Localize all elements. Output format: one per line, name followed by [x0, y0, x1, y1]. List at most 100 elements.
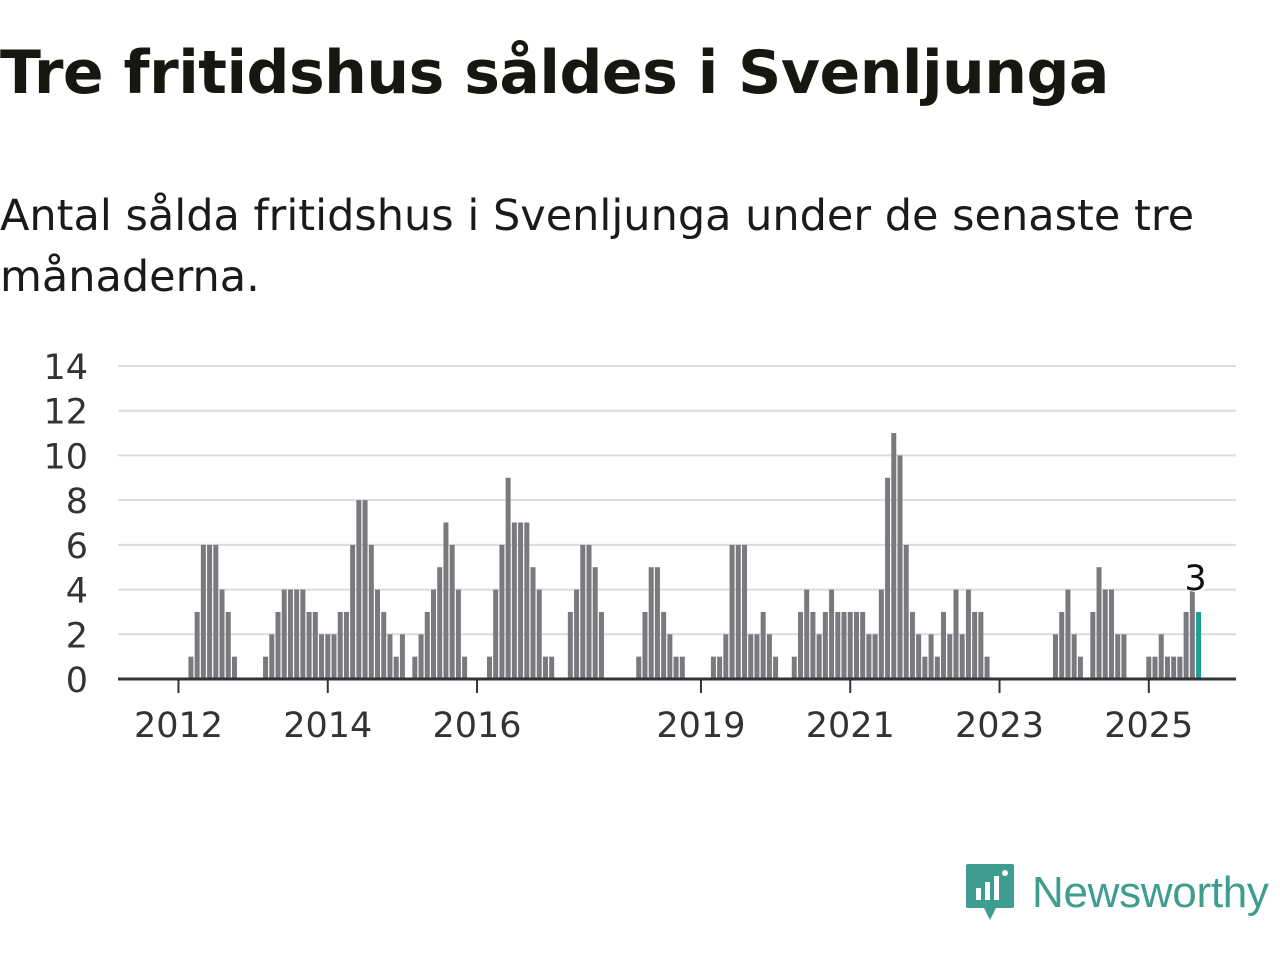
chart-title: Tre fritidshus såldes i Svenljunga: [0, 38, 1109, 108]
bar: [661, 611, 667, 679]
bar: [972, 611, 978, 679]
bar: [343, 611, 349, 679]
bar: [518, 522, 524, 679]
bar: [766, 634, 772, 679]
bar: [443, 522, 449, 679]
y-tick-label: 4: [66, 572, 88, 612]
bar: [586, 544, 592, 679]
x-axis-ticks: 2012 2014 2016 2019 2021 2023 2025: [134, 679, 1193, 746]
bar: [965, 589, 971, 679]
bar: [797, 611, 803, 679]
bar: [275, 611, 281, 679]
bar: [499, 544, 505, 679]
bar: [1152, 656, 1158, 679]
bar: [754, 634, 760, 679]
y-tick-label: 8: [66, 482, 88, 522]
x-tick-label: 2016: [433, 706, 522, 746]
bar: [225, 611, 231, 679]
bar: [493, 589, 499, 679]
bar: [860, 611, 866, 679]
bar: [437, 567, 443, 679]
bar: [1121, 634, 1127, 679]
bar: [735, 544, 741, 679]
chart-subtitle: Antal sålda fritidshus i Svenljunga unde…: [0, 191, 1195, 302]
bar: [294, 589, 300, 679]
bar: [424, 611, 430, 679]
bar: [1102, 589, 1108, 679]
bar: [300, 589, 306, 679]
bar: [1189, 589, 1195, 679]
bar: [319, 634, 325, 679]
bar: [636, 656, 642, 679]
newsworthy-logo-icon: [966, 864, 1014, 920]
bar: [449, 544, 455, 679]
bar: [648, 567, 654, 679]
brand-name: Newsworthy: [1032, 868, 1269, 917]
bars: [188, 433, 1202, 679]
bar: [1065, 589, 1071, 679]
bar: [455, 589, 461, 679]
bar: [287, 589, 293, 679]
bar: [742, 544, 747, 679]
bar: [598, 611, 604, 679]
bar: [984, 656, 990, 679]
bar: [580, 544, 586, 679]
bar: [1115, 634, 1121, 679]
bar: [431, 589, 436, 679]
bar: [710, 656, 716, 679]
bar: [654, 567, 660, 679]
bar: [1171, 656, 1177, 679]
bar: [1108, 589, 1114, 679]
bar: [549, 656, 555, 679]
x-tick-label: 2021: [806, 706, 895, 746]
bar: [281, 589, 287, 679]
bar: [188, 656, 194, 679]
bar: [387, 634, 393, 679]
bar: [486, 656, 492, 679]
value-label-halo: [1179, 559, 1212, 592]
bar: [872, 634, 878, 679]
bar: [748, 634, 754, 679]
x-tick-label: 2019: [656, 706, 745, 746]
bar: [368, 544, 374, 679]
bar: [418, 634, 424, 679]
bar: [791, 656, 797, 679]
bar: [505, 477, 511, 679]
bar: [1053, 634, 1058, 679]
bar: [331, 634, 337, 679]
bar: [219, 589, 225, 679]
bar: [891, 433, 897, 679]
bar: [306, 611, 312, 679]
bar: [350, 544, 356, 679]
bar: [810, 611, 816, 679]
bar: [897, 455, 903, 679]
bar: [399, 634, 405, 679]
bar: [1077, 656, 1083, 679]
bar: [524, 522, 530, 679]
y-tick-label: 10: [43, 437, 88, 477]
bar: [325, 634, 331, 679]
x-tick-label: 2014: [283, 706, 372, 746]
bar: [542, 656, 548, 679]
bar: [269, 634, 275, 679]
bar: [934, 656, 940, 679]
bar: [200, 544, 206, 679]
bar: [866, 634, 872, 679]
bar: [381, 611, 387, 679]
bar: [574, 589, 580, 679]
bar: [804, 589, 810, 679]
bar: [729, 544, 735, 679]
y-tick-label: 6: [66, 527, 88, 567]
bar: [312, 611, 318, 679]
bar: [393, 656, 399, 679]
newsworthy-logo: Newsworthy: [964, 862, 1269, 924]
bar: [673, 656, 679, 679]
bar: [1059, 611, 1065, 679]
value-label: 3: [1184, 559, 1206, 599]
bar: [841, 611, 847, 679]
bar: [667, 634, 673, 679]
bar: [941, 611, 947, 679]
bar: [717, 656, 723, 679]
annotation: 3: [1179, 559, 1212, 599]
